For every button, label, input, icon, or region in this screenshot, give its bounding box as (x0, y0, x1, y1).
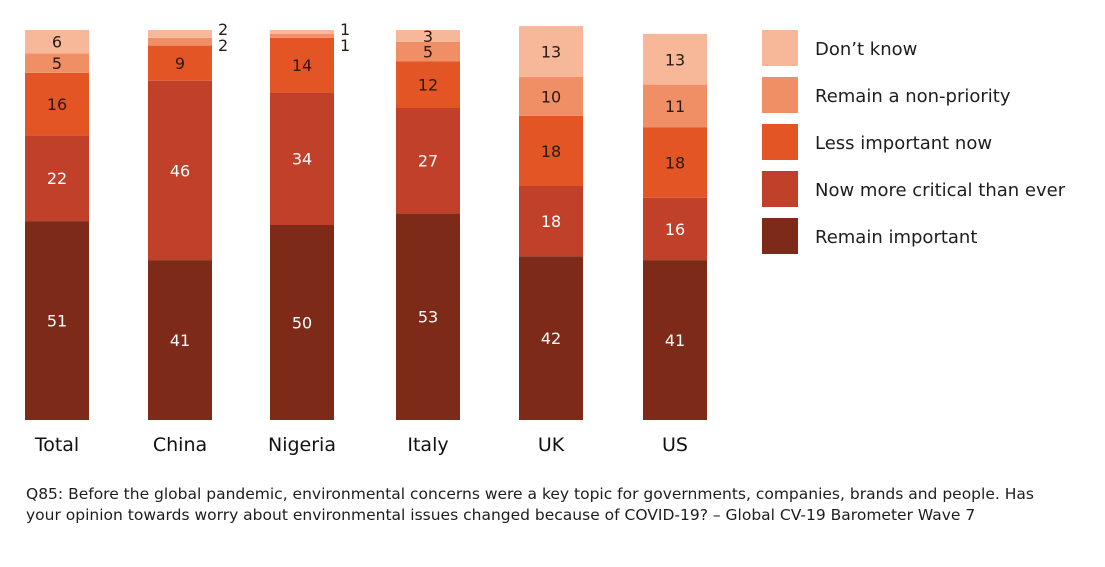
legend-label: Remain a non-priority (815, 86, 1011, 107)
data-label: 18 (541, 142, 561, 161)
category-label: Total (34, 434, 79, 456)
data-label: 5 (423, 42, 433, 61)
data-label: 27 (418, 152, 438, 171)
bar-segment (396, 213, 460, 420)
bar-segment (396, 108, 460, 214)
data-label: 50 (292, 314, 312, 333)
bar-segment (25, 53, 89, 73)
data-label: 9 (175, 54, 185, 73)
bar-segment (519, 115, 583, 186)
data-label: 16 (665, 220, 685, 239)
data-label: 53 (418, 308, 438, 327)
data-label: 18 (541, 212, 561, 231)
data-label: 5 (52, 54, 62, 73)
data-label: 13 (541, 42, 561, 61)
bar-segment (25, 30, 89, 54)
bar-segment (270, 92, 334, 226)
data-label: 46 (170, 161, 190, 180)
bar-segment (25, 72, 89, 136)
data-label: 14 (292, 56, 312, 75)
data-label: 22 (47, 169, 67, 188)
bar-segment (519, 76, 583, 116)
bar-segment (270, 225, 334, 420)
footnote: Q85: Before the global pandemic, environ… (26, 485, 1034, 524)
bar-segment (270, 37, 334, 93)
bar-segment (396, 41, 460, 62)
data-label: 10 (541, 87, 561, 106)
legend-label: Don’t know (815, 39, 917, 60)
bar-segment (519, 256, 583, 420)
bar-segment (148, 30, 212, 38)
bar-segment (519, 186, 583, 257)
category-label: Nigeria (268, 434, 336, 456)
data-label: 12 (418, 76, 438, 95)
bar-segment (148, 37, 212, 46)
data-label: 6 (52, 33, 62, 52)
data-label: 3 (423, 27, 433, 46)
bar-segment (270, 33, 334, 38)
category-label: US (662, 434, 688, 456)
data-label: 1 (340, 20, 350, 39)
bar-segment (25, 221, 89, 420)
bar-segment (396, 61, 460, 108)
data-label: 18 (665, 154, 685, 173)
legend-swatch (762, 77, 798, 113)
bar-segment (643, 197, 707, 261)
category-label: Italy (407, 434, 448, 456)
bar-segment (270, 30, 334, 34)
legend-label: Now more critical than ever (815, 180, 1066, 201)
bar-segment (643, 84, 707, 128)
data-label: 41 (170, 331, 190, 350)
data-label: 1 (340, 36, 350, 55)
data-label: 51 (47, 312, 67, 331)
bar-segment (519, 26, 583, 77)
bar-segment (643, 260, 707, 420)
data-label: 13 (665, 50, 685, 69)
data-label: 2 (218, 36, 228, 55)
bar-segment (643, 127, 707, 198)
data-label: 42 (541, 329, 561, 348)
bar-segment (148, 45, 212, 81)
data-label: 41 (665, 331, 685, 350)
stacked-bar-chart: 51221656Total4146922China50341411Nigeria… (25, 20, 1066, 456)
bar-segment (148, 260, 212, 420)
data-label: 2 (218, 20, 228, 39)
data-label: 34 (292, 150, 312, 169)
legend-swatch (762, 171, 798, 207)
legend-label: Remain important (815, 227, 977, 248)
legend-swatch (762, 30, 798, 66)
category-label: UK (538, 434, 565, 456)
bar-segment (148, 80, 212, 261)
legend-swatch (762, 218, 798, 254)
legend-label: Less important now (815, 133, 992, 154)
data-label: 11 (665, 97, 685, 116)
legend-swatch (762, 124, 798, 160)
bar-segment (25, 135, 89, 222)
data-label: 16 (47, 95, 67, 114)
bar-segment (643, 33, 707, 85)
category-label: China (153, 434, 207, 456)
bar-segment (396, 30, 460, 42)
